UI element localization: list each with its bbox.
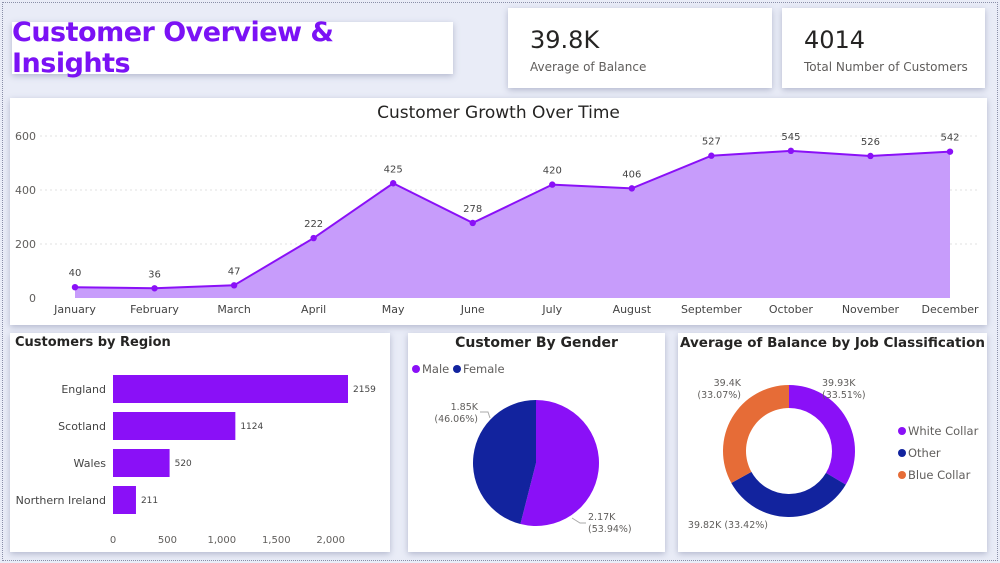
gender-chart-title: Customer By Gender [455, 335, 618, 351]
kpi-card-customers[interactable]: 4014 Total Number of Customers [782, 8, 985, 88]
title-box: Customer Overview & Insights [12, 17, 453, 79]
kpi-label: Average of Balance [530, 60, 647, 74]
gender-chart-panel[interactable]: Customer By Gender [408, 333, 665, 552]
kpi-value: 39.8K [530, 26, 600, 54]
region-chart-title: Customers by Region [15, 335, 171, 350]
page-title: Customer Overview & Insights [12, 17, 334, 79]
kpi-value: 4014 [804, 26, 866, 54]
kpi-label: Total Number of Customers [804, 60, 968, 74]
growth-chart-panel[interactable]: Customer Growth Over Time [10, 98, 987, 325]
job-chart-panel[interactable]: Average of Balance by Job Classification [678, 333, 987, 552]
region-chart-panel[interactable]: Customers by Region [10, 333, 390, 552]
job-chart-title: Average of Balance by Job Classification [680, 335, 985, 351]
kpi-card-balance[interactable]: 39.8K Average of Balance [508, 8, 772, 88]
growth-chart-title: Customer Growth Over Time [377, 103, 620, 123]
